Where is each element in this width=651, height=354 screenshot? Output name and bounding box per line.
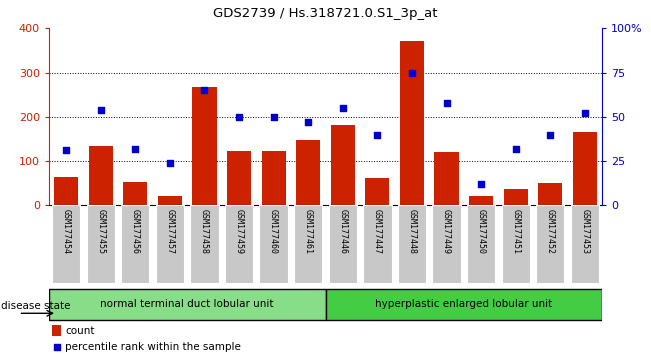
Bar bbox=[225, 205, 253, 283]
Text: GSM177458: GSM177458 bbox=[200, 209, 209, 254]
Point bbox=[268, 114, 279, 120]
Bar bbox=[121, 205, 150, 283]
Point bbox=[61, 148, 72, 153]
Bar bbox=[123, 182, 147, 205]
Text: GSM177456: GSM177456 bbox=[131, 209, 140, 254]
Bar bbox=[469, 196, 493, 205]
Bar bbox=[331, 125, 355, 205]
Point bbox=[234, 114, 244, 120]
Bar bbox=[49, 289, 326, 320]
Text: GSM177461: GSM177461 bbox=[304, 209, 312, 254]
Point bbox=[579, 110, 590, 116]
Bar bbox=[326, 289, 602, 320]
Point bbox=[338, 105, 348, 111]
Text: normal terminal duct lobular unit: normal terminal duct lobular unit bbox=[100, 299, 274, 309]
Bar bbox=[329, 205, 357, 283]
Text: GSM177448: GSM177448 bbox=[408, 209, 417, 254]
Text: GSM177460: GSM177460 bbox=[269, 209, 278, 254]
Bar bbox=[538, 183, 562, 205]
Bar bbox=[260, 205, 288, 283]
Bar bbox=[156, 205, 184, 283]
Bar bbox=[190, 205, 219, 283]
Text: count: count bbox=[65, 326, 95, 336]
Point bbox=[130, 146, 141, 152]
Point bbox=[441, 100, 452, 105]
Bar bbox=[365, 178, 389, 205]
Text: GSM177449: GSM177449 bbox=[442, 209, 451, 254]
Bar bbox=[501, 205, 530, 283]
Bar bbox=[573, 132, 597, 205]
Point bbox=[96, 107, 106, 113]
Bar bbox=[54, 177, 78, 205]
Text: GDS2739 / Hs.318721.0.S1_3p_at: GDS2739 / Hs.318721.0.S1_3p_at bbox=[214, 7, 437, 20]
Point bbox=[199, 87, 210, 93]
Bar bbox=[400, 41, 424, 205]
Bar bbox=[571, 205, 599, 283]
Bar bbox=[227, 152, 251, 205]
Bar bbox=[363, 205, 391, 283]
Point bbox=[51, 344, 62, 350]
Point bbox=[303, 119, 313, 125]
Point bbox=[510, 146, 521, 152]
Text: GSM177453: GSM177453 bbox=[581, 209, 589, 254]
Point bbox=[545, 132, 555, 137]
Bar bbox=[89, 145, 113, 205]
Text: GSM177457: GSM177457 bbox=[165, 209, 174, 254]
Text: GSM177455: GSM177455 bbox=[96, 209, 105, 254]
Text: percentile rank within the sample: percentile rank within the sample bbox=[65, 342, 242, 352]
Bar bbox=[398, 205, 426, 283]
Point bbox=[476, 181, 486, 187]
Bar bbox=[536, 205, 564, 283]
Text: GSM177459: GSM177459 bbox=[234, 209, 243, 254]
Bar bbox=[192, 87, 217, 205]
Bar bbox=[51, 325, 61, 336]
Text: GSM177447: GSM177447 bbox=[373, 209, 382, 254]
Text: GSM177446: GSM177446 bbox=[339, 209, 347, 254]
Bar bbox=[467, 205, 495, 283]
Bar bbox=[52, 205, 80, 283]
Point bbox=[407, 70, 417, 75]
Bar bbox=[87, 205, 115, 283]
Bar bbox=[504, 188, 528, 205]
Bar bbox=[262, 152, 286, 205]
Text: disease state: disease state bbox=[1, 301, 71, 311]
Text: GSM177454: GSM177454 bbox=[62, 209, 70, 254]
Point bbox=[165, 160, 175, 166]
Text: hyperplastic enlarged lobular unit: hyperplastic enlarged lobular unit bbox=[375, 299, 553, 309]
Text: GSM177451: GSM177451 bbox=[511, 209, 520, 254]
Bar bbox=[158, 196, 182, 205]
Bar bbox=[432, 205, 461, 283]
Bar bbox=[434, 152, 459, 205]
Bar bbox=[294, 205, 322, 283]
Point bbox=[372, 132, 383, 137]
Text: GSM177450: GSM177450 bbox=[477, 209, 486, 254]
Bar bbox=[296, 140, 320, 205]
Text: GSM177452: GSM177452 bbox=[546, 209, 555, 254]
